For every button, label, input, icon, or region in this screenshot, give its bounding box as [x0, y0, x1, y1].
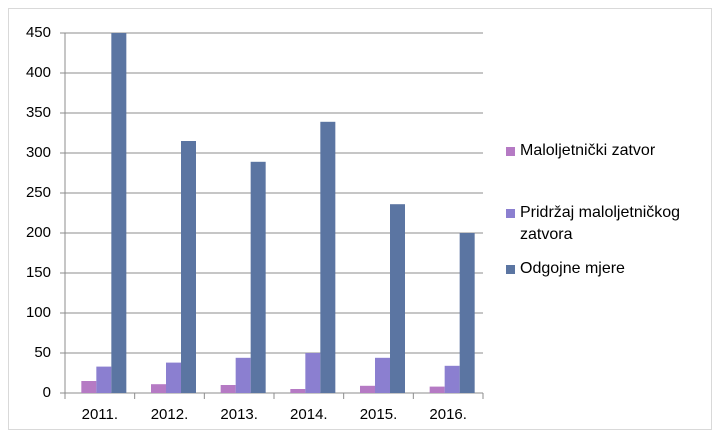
- bar: [290, 389, 306, 393]
- legend-item: Pridržaj maloljetničkog zatvora: [506, 202, 710, 246]
- x-tick-label: 2015.: [360, 406, 398, 423]
- bar: [235, 357, 251, 393]
- y-tick-label: 300: [26, 144, 51, 161]
- x-tick-label: 2013.: [220, 406, 258, 423]
- y-tick-label: 150: [26, 264, 51, 281]
- bar: [360, 385, 375, 393]
- legend-swatch: [506, 147, 515, 156]
- bar: [166, 362, 181, 393]
- legend-item: Maloljetnički zatvor: [506, 140, 710, 162]
- legend-swatch: [506, 265, 515, 274]
- legend-label: Odgojne mjere: [520, 260, 625, 277]
- bar: [81, 381, 97, 393]
- y-tick-label: 400: [26, 64, 51, 81]
- y-tick-label: 450: [26, 24, 51, 41]
- x-tick-label: 2014.: [290, 406, 328, 423]
- bar: [459, 233, 475, 393]
- bar: [250, 161, 266, 393]
- bar: [111, 33, 127, 393]
- legend-label: Pridržaj maloljetničkog zatvora: [520, 204, 681, 243]
- bar: [181, 141, 196, 393]
- x-tick-label: 2011.: [82, 406, 118, 423]
- bar: [375, 357, 390, 393]
- y-tick-label: 350: [26, 104, 51, 121]
- bar: [320, 121, 336, 394]
- bar: [220, 385, 236, 393]
- y-tick-label: 0: [43, 384, 51, 401]
- y-tick-label: 100: [26, 304, 51, 321]
- bar: [151, 384, 166, 393]
- legend-item: Odgojne mjere: [506, 258, 710, 280]
- bar: [96, 366, 112, 393]
- bar: [429, 386, 445, 393]
- bar: [390, 204, 405, 393]
- legend-label: Maloljetnički zatvor: [520, 142, 656, 159]
- legend-swatch: [506, 209, 515, 218]
- bar: [444, 365, 460, 393]
- y-tick-label: 50: [34, 344, 51, 361]
- bar: [305, 353, 321, 393]
- y-tick-label: 200: [26, 224, 51, 241]
- chart-frame: [8, 8, 712, 430]
- x-tick-label: 2012.: [151, 406, 189, 423]
- y-tick-label: 250: [26, 184, 51, 201]
- x-tick-label: 2016.: [429, 406, 467, 423]
